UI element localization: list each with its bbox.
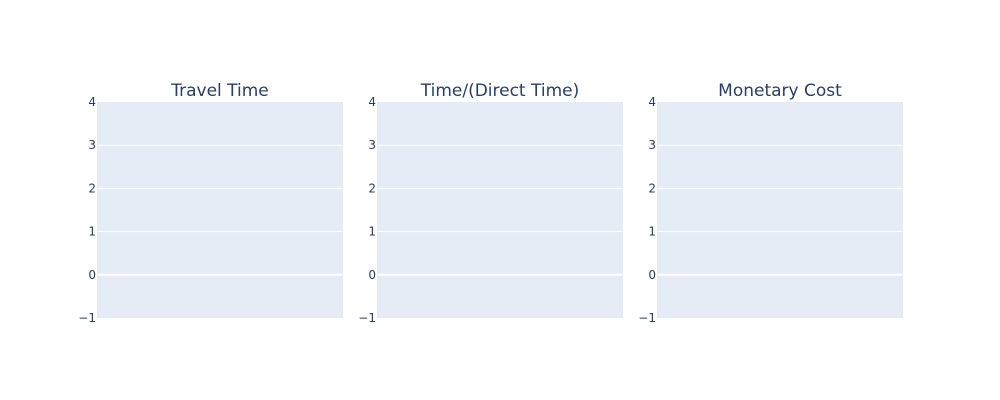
y-tick-label: −1 (358, 311, 376, 325)
y-tick-label: 0 (648, 268, 656, 282)
y-tick-label: 1 (648, 225, 656, 239)
subplot-3: −1 0 1 2 3 4 Monetary Cost (638, 81, 903, 325)
y-tick-label: 0 (368, 268, 376, 282)
subplot-title: Travel Time (170, 81, 269, 101)
y-tick-label: 2 (88, 181, 96, 195)
y-tick-label: 1 (88, 225, 96, 239)
y-tick-label: 3 (88, 138, 96, 152)
y-tick-label: 1 (368, 225, 376, 239)
plot-area (377, 102, 623, 318)
plot-area (97, 102, 343, 318)
y-tick-label: −1 (638, 311, 656, 325)
y-tick-label: 3 (368, 138, 376, 152)
y-tick-label: 4 (648, 95, 656, 109)
y-tick-label: 2 (368, 181, 376, 195)
y-tick-label: 3 (648, 138, 656, 152)
y-tick-label: 4 (368, 95, 376, 109)
plot-area (657, 102, 903, 318)
y-tick-label: 4 (88, 95, 96, 109)
y-tick-label: 2 (648, 181, 656, 195)
subplot-2: −1 0 1 2 3 4 Time/(Direct Time) (358, 81, 623, 325)
subplot-title: Time/(Direct Time) (420, 81, 580, 101)
subplot-title: Monetary Cost (718, 81, 842, 101)
subplot-1: −1 0 1 2 3 4 Travel Time (78, 81, 343, 325)
y-tick-label: −1 (78, 311, 96, 325)
y-tick-label: 0 (88, 268, 96, 282)
